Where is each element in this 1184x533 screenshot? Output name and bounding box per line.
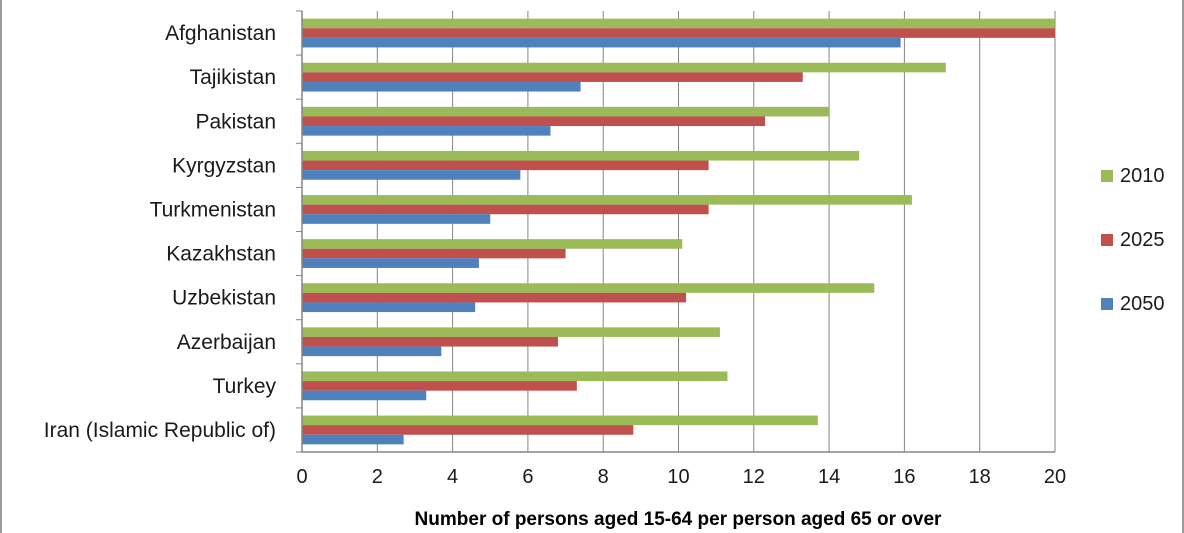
category-label: Azerbaijan <box>177 331 276 354</box>
bar-2050-7 <box>302 346 442 357</box>
x-tick-label: 6 <box>522 466 533 488</box>
category-label: Afghanistan <box>165 22 276 45</box>
bar-2010-9 <box>302 415 818 426</box>
bar-2025-6 <box>302 292 687 303</box>
bar-2050-3 <box>302 170 521 180</box>
bar-2050-6 <box>302 302 476 313</box>
x-tick-label: 4 <box>447 466 458 488</box>
x-tick-label: 18 <box>969 466 991 488</box>
legend-label-2050: 2050 <box>1120 293 1165 315</box>
category-label: Kazakhstan <box>166 243 276 266</box>
legend: 2010 2025 2050 <box>1101 165 1165 315</box>
bar-2025-9 <box>302 425 634 435</box>
bar-2025-7 <box>302 336 559 347</box>
category-label: Tajikistan <box>190 66 276 89</box>
bar-2010-3 <box>302 150 860 161</box>
bar-2025-3 <box>302 160 709 171</box>
bar-2010-6 <box>302 283 875 293</box>
axes <box>296 10 1055 453</box>
x-tick-label: 12 <box>743 466 765 488</box>
x-tick-label: 14 <box>818 466 840 488</box>
x-tick-label: 10 <box>667 466 689 488</box>
bar-2025-8 <box>302 381 577 391</box>
bar-2010-0 <box>302 18 1055 29</box>
bar-2050-4 <box>302 214 491 224</box>
legend-label-2010: 2010 <box>1120 165 1165 187</box>
category-label: Uzbekistan <box>172 287 276 310</box>
category-label: Kyrgyzstan <box>172 154 276 177</box>
x-tick-label: 20 <box>1044 466 1066 488</box>
category-labels: Afghanistan Tajikistan Pakistan Kyrgyzstan T… <box>44 22 277 442</box>
bar-2025-2 <box>302 116 766 127</box>
bar-2010-4 <box>302 195 912 205</box>
bar-2010-5 <box>302 239 683 249</box>
frame-left-border <box>0 0 2 533</box>
bar-2025-0 <box>302 28 1055 38</box>
bar-2050-8 <box>302 390 427 401</box>
bar-2010-7 <box>302 327 720 337</box>
legend-swatch-2010 <box>1101 170 1113 182</box>
bar-2025-1 <box>302 72 803 82</box>
category-label: Turkmenistan <box>150 198 276 221</box>
x-tick-label: 16 <box>893 466 915 488</box>
x-tick-label: 0 <box>296 466 307 488</box>
bar-2050-5 <box>302 258 479 268</box>
x-tick-labels: 0 2 4 6 8 10 12 14 16 18 20 <box>296 466 1066 488</box>
legend-swatch-2025 <box>1101 234 1113 246</box>
x-tick-label: 2 <box>372 466 383 488</box>
bar-2025-4 <box>302 204 709 215</box>
frame-right-border <box>1182 0 1184 533</box>
bar-2010-2 <box>302 106 830 117</box>
bar-2010-8 <box>302 371 728 382</box>
bar-2010-1 <box>302 62 946 73</box>
x-axis-title: Number of persons aged 15-64 per person … <box>415 509 942 530</box>
x-tick-label: 8 <box>598 466 609 488</box>
category-label: Turkey <box>213 375 277 398</box>
legend-swatch-2050 <box>1101 298 1113 310</box>
category-label: Iran (Islamic Republic of) <box>44 419 276 442</box>
bar-2050-2 <box>302 126 551 136</box>
bar-2050-0 <box>302 37 901 48</box>
bar-2050-9 <box>302 434 404 445</box>
bar-2025-5 <box>302 248 566 259</box>
legend-label-2025: 2025 <box>1120 229 1165 251</box>
bar-2050-1 <box>302 81 581 92</box>
category-label: Pakistan <box>195 110 276 133</box>
bars <box>302 18 1055 445</box>
